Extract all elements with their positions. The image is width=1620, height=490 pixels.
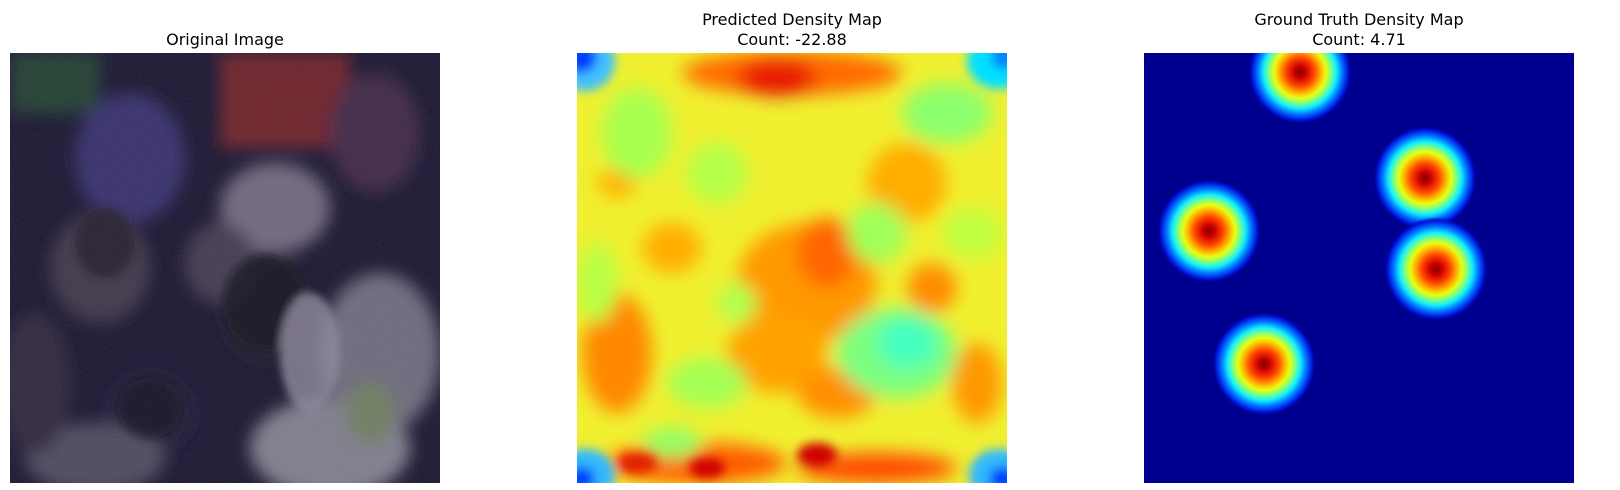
crowd-photo-image xyxy=(10,53,440,483)
predicted-density-title: Predicted Density Map xyxy=(702,10,882,29)
original-image-title: Original Image xyxy=(166,30,284,49)
ground-truth-title: Ground Truth Density Map xyxy=(1254,10,1464,29)
original-photo xyxy=(10,53,440,483)
ground-truth-density-map xyxy=(1144,53,1574,483)
predicted-density-panel: Predicted Density Map Count: -22.88 xyxy=(577,0,1007,490)
density-blob xyxy=(1384,217,1488,321)
density-blob xyxy=(1157,179,1261,283)
predicted-density-map xyxy=(577,53,1007,483)
predicted-count-label: Count: -22.88 xyxy=(737,30,847,49)
ground-truth-heatmap xyxy=(1144,53,1574,483)
density-blob xyxy=(1212,312,1316,416)
original-image-panel: Original Image xyxy=(10,0,440,490)
density-blob xyxy=(1373,126,1477,230)
ground-truth-density-panel: Ground Truth Density Map Count: 4.71 xyxy=(1144,0,1574,490)
density-blob xyxy=(1248,53,1352,124)
ground-truth-count-label: Count: 4.71 xyxy=(1312,30,1406,49)
predicted-heatmap xyxy=(577,53,1007,483)
